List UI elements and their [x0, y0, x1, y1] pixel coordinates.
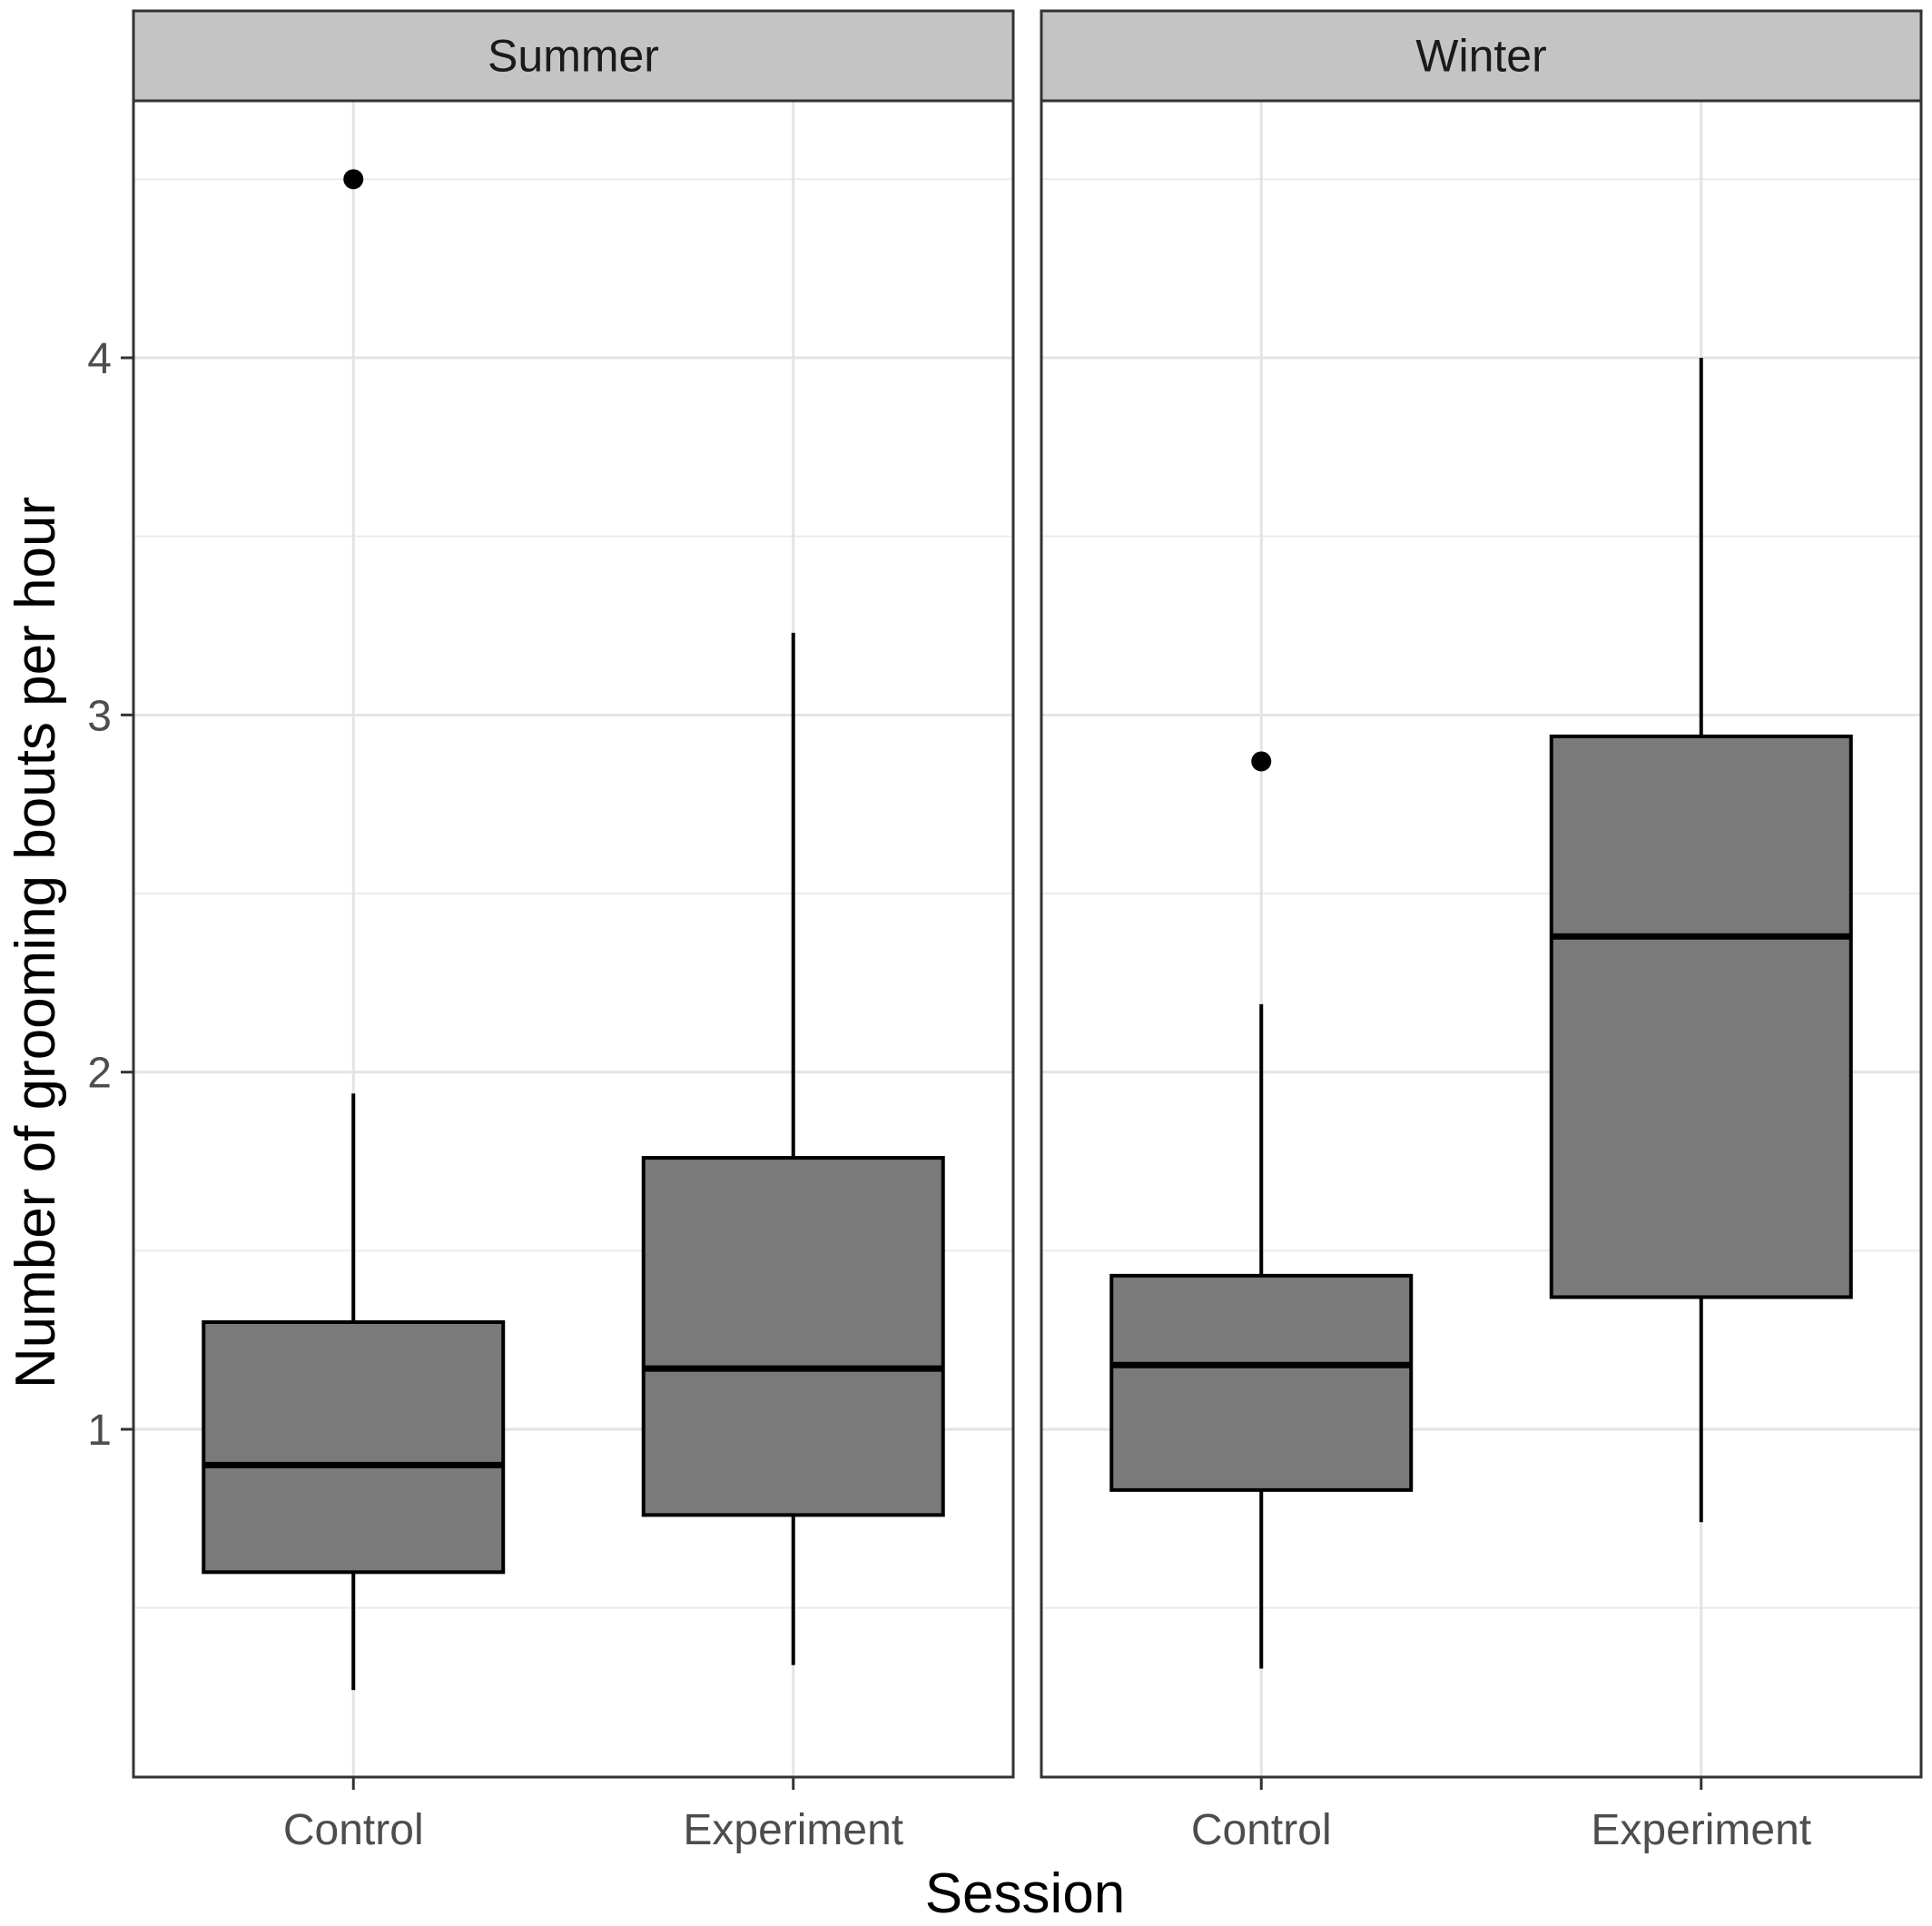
- box-summer-control: [202, 169, 506, 1691]
- x-tick-label: Control: [1191, 1806, 1332, 1854]
- x-axis-title: Session: [925, 1862, 1126, 1925]
- y-tick-label: 3: [87, 692, 112, 740]
- box-summer-experiment: [641, 632, 945, 1665]
- box-iqr: [1549, 734, 1853, 1299]
- facet-label: Summer: [488, 31, 659, 82]
- facet-strip: [132, 9, 1015, 103]
- y-tick-label: 4: [87, 335, 112, 383]
- box-winter-experiment: [1549, 358, 1853, 1523]
- panel-summer: Summer Control Experiment: [132, 9, 1015, 1854]
- panel-border: [132, 99, 1015, 1779]
- x-tick-label: Control: [283, 1806, 424, 1854]
- y-tick-label: 1: [87, 1407, 112, 1455]
- x-tick-label: Experiment: [683, 1806, 903, 1854]
- x-tick-label: Experiment: [1591, 1806, 1811, 1854]
- y-axis: 1 2 3 4: [87, 335, 133, 1455]
- panels-layer: Summer Control Experiment Winter Control Expe…: [132, 9, 1923, 1854]
- y-tick-label: 2: [87, 1050, 112, 1098]
- box-iqr: [641, 1156, 945, 1517]
- y-axis-title: Number of grooming bouts per hour: [5, 497, 67, 1388]
- facet-strip: [1040, 9, 1923, 103]
- outlier-point: [1251, 751, 1272, 772]
- facet-label: Winter: [1415, 31, 1546, 82]
- panel-border: [1040, 99, 1923, 1779]
- box-iqr: [202, 1320, 506, 1575]
- outlier-point: [343, 169, 364, 190]
- panel-winter: Winter Control Experiment: [1040, 9, 1923, 1854]
- box-iqr: [1109, 1273, 1414, 1492]
- box-winter-control: [1109, 751, 1414, 1669]
